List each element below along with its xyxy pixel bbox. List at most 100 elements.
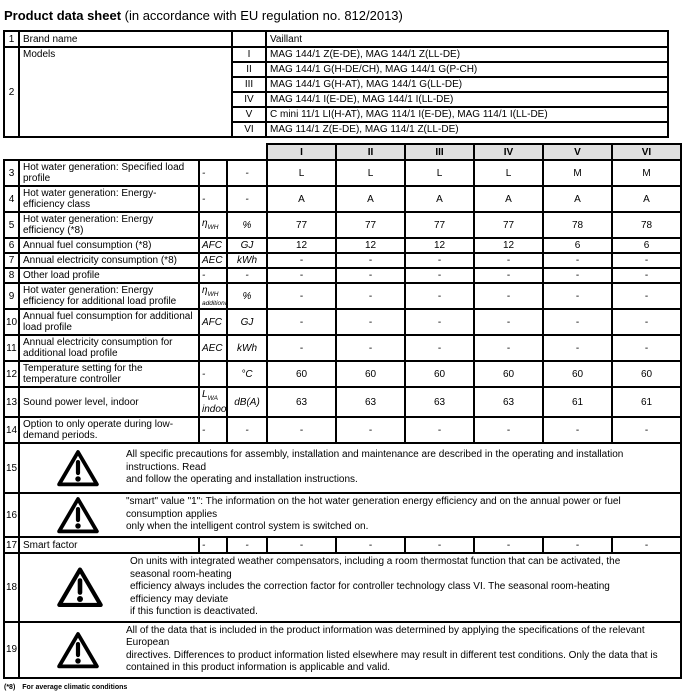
value-cell: A [611,185,682,213]
row-number: 1 [3,30,20,48]
note-row: 16 "smart" value "1": The information on… [3,492,682,538]
value-cell: 63 [473,386,544,418]
table-row: 7 Annual electricity consumption (*8) AE… [3,252,682,269]
note-cell: "smart" value "1": The information on th… [18,492,682,538]
symbol-cell: ηWH [198,211,228,239]
table-row: 13 Sound power level, indoor LWAindoor d… [3,386,682,418]
note-text: All specific precautions for assembly, i… [126,449,624,486]
value-cell: - [473,267,544,284]
table-row: 6 Annual fuel consumption (*8) AFC GJ 12… [3,237,682,254]
models-label: Models [18,46,233,138]
row-label: Annual electricity consumption for addit… [18,334,200,362]
unit-cell: kWh [226,334,268,362]
symbol-cell: AEC [198,334,228,362]
footnote: (*8) For average climatic conditions [4,684,687,691]
symbol-cell: - [198,267,228,284]
value-cell: - [335,252,406,269]
value-cell: - [611,267,682,284]
warning-triangle-icon [57,497,99,534]
value-cell: 61 [542,386,613,418]
row-number: 11 [3,334,20,362]
value-cell: 12 [335,237,406,254]
model-value: MAG 144/1 I(E-DE), MAG 144/1 I(LL-DE) [265,91,669,108]
value-cell: - [266,282,337,310]
column-header: VI [611,143,682,161]
unit-cell: dB(A) [226,386,268,418]
brand-name-label: Brand name [18,30,233,48]
unit-cell: kWh [226,252,268,269]
page-title: Product data sheet (in accordance with E… [4,8,687,23]
symbol-cell: AEC [198,252,228,269]
title-regular: (in accordance with EU regulation no. 81… [121,8,403,23]
row-label: Hot water generation: Energy-efficiency … [18,185,200,213]
row-label: Annual electricity consumption (*8) [18,252,200,269]
row-number: 13 [3,386,20,418]
table-row: 8 Other load profile - - - - - - - - [3,267,682,284]
value-cell: - [335,267,406,284]
value-cell: 12 [473,237,544,254]
warning-triangle-icon [57,567,103,608]
unit-cell: % [226,211,268,239]
value-cell: 60 [404,360,475,388]
symbol-cell: - [198,185,228,213]
note-text: On units with integrated weather compens… [130,556,621,617]
table-row: 17 Smart factor - - - - - - - - [3,536,682,554]
value-cell: - [335,334,406,362]
value-cell: - [542,252,613,269]
value-cell: - [266,416,337,444]
table-row: 5 Hot water generation: Energy efficienc… [3,211,682,239]
value-cell: - [404,416,475,444]
unit-cell: - [226,159,268,187]
row-number: 15 [3,442,20,494]
value-cell: - [611,536,682,554]
value-cell: 60 [542,360,613,388]
row-number: 8 [3,267,20,284]
unit-cell: - [226,416,268,444]
note-cell: All of the data that is included in the … [18,620,682,679]
value-cell: - [266,308,337,336]
model-index: III [231,76,267,93]
model-value: MAG 144/1 Z(E-DE), MAG 144/1 Z(LL-DE) [265,46,669,63]
model-value: MAG 144/1 G(H-AT), MAG 144/1 G(LL-DE) [265,76,669,93]
value-cell: - [542,308,613,336]
value-cell: 63 [404,386,475,418]
row-number: 3 [3,159,20,187]
specification-table: I II III IV V VI 3 Hot water generation:… [3,143,682,679]
symbol-cell: - [198,536,228,554]
warning-triangle-icon [57,631,99,668]
empty-cell [231,30,267,48]
column-header: III [404,143,475,161]
value-cell: - [266,334,337,362]
table-row: 1 Brand name Vaillant [3,30,669,48]
symbol-cell: AFC [198,237,228,254]
value-cell: - [542,334,613,362]
value-cell: - [266,252,337,269]
value-cell: 63 [266,386,337,418]
value-cell: - [335,416,406,444]
table-row: 12 Temperature setting for the temperatu… [3,360,682,388]
row-label: Temperature setting for the temperature … [18,360,200,388]
note-row: 15 All specific precautions for assembly… [3,442,682,494]
row-label: Annual fuel consumption (*8) [18,237,200,254]
row-label: Annual fuel consumption for additional l… [18,308,200,336]
model-index: VI [231,121,267,138]
row-number: 2 [3,46,20,138]
value-cell: - [404,536,475,554]
warning-triangle-icon [57,450,99,487]
row-number: 9 [3,282,20,310]
table-row: V C mini 11/1 LI(H-AT), MAG 114/1 I(E-DE… [4,106,669,123]
table-row: 3 Hot water generation: Specified load p… [3,159,682,187]
value-cell: 61 [611,386,682,418]
unit-cell: - [226,185,268,213]
symbol-cell: - [198,159,228,187]
note-row: 19 All of the data that is included in t… [3,620,682,679]
unit-cell: GJ [226,237,268,254]
column-header: IV [473,143,544,161]
value-cell: - [542,282,613,310]
value-cell: - [542,536,613,554]
value-cell: - [404,252,475,269]
row-number: 10 [3,308,20,336]
value-cell: 78 [611,211,682,239]
row-label: Hot water generation: Specified load pro… [18,159,200,187]
